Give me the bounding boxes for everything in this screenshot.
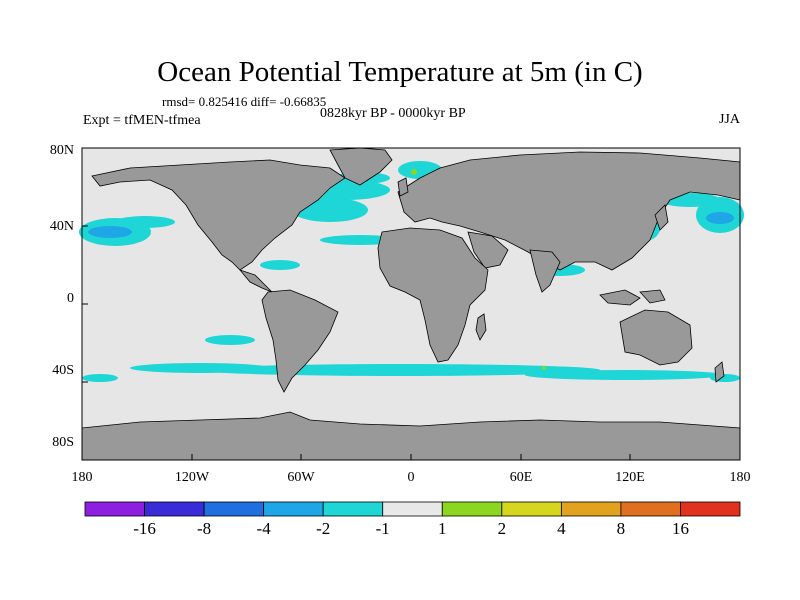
colorbar-swatch bbox=[203, 501, 265, 517]
colorbar-label: 2 bbox=[497, 519, 507, 538]
lat-label-40s: 40S bbox=[52, 363, 74, 378]
longitude-tick-labels: 180 120W 60W 0 60E 120E 180 bbox=[72, 470, 751, 485]
lon-label-120w: 120W bbox=[175, 470, 210, 485]
colorbar-swatch bbox=[144, 501, 205, 517]
colorbar-swatch bbox=[322, 501, 384, 517]
lat-label-40n: 40N bbox=[50, 219, 74, 234]
colorbar-label: 1 bbox=[438, 519, 447, 538]
chart-title: Ocean Potential Temperature at 5m (in C) bbox=[157, 56, 643, 88]
lat-label-80s: 80S bbox=[52, 435, 74, 450]
lon-label-0: 0 bbox=[408, 470, 415, 485]
colorbar bbox=[84, 501, 741, 517]
season-label: JJA bbox=[718, 112, 740, 127]
map-panel bbox=[79, 147, 744, 461]
period-label: 0828kyr BP - 0000kyr BP bbox=[320, 106, 466, 121]
cool-anomaly-regions bbox=[79, 161, 744, 382]
stats-line: rmsd= 0.825416 diff= -0.66835 bbox=[162, 94, 327, 109]
longitude-axis bbox=[81, 454, 741, 460]
latitude-tick-labels: 80N 40N 0 40S 80S bbox=[50, 143, 74, 450]
colorbar-label: -16 bbox=[133, 519, 156, 538]
colorbar-swatch bbox=[620, 501, 681, 517]
lat-label-0: 0 bbox=[67, 291, 74, 306]
colorbar-swatch bbox=[501, 501, 562, 517]
colorbar-label: -4 bbox=[256, 519, 271, 538]
stronger-cool-regions bbox=[88, 212, 734, 238]
colorbar-label: 8 bbox=[616, 519, 626, 538]
lon-label-180e: 180 bbox=[730, 470, 751, 485]
colorbar-swatch bbox=[680, 501, 741, 517]
colorbar-label: 4 bbox=[557, 519, 566, 538]
colorbar-swatch bbox=[84, 501, 145, 517]
experiment-label: Expt = tfMEN-tfmea bbox=[83, 113, 201, 128]
colorbar-label: -1 bbox=[375, 519, 390, 538]
colorbar-swatch bbox=[263, 501, 324, 517]
colorbar-label: -2 bbox=[316, 519, 331, 538]
lon-label-60e: 60E bbox=[510, 470, 533, 485]
colorbar-swatch bbox=[382, 501, 443, 517]
lon-label-180w: 180 bbox=[72, 470, 93, 485]
land-masses bbox=[81, 147, 741, 461]
colorbar-label: 16 bbox=[671, 519, 689, 538]
colorbar-label: -8 bbox=[196, 519, 212, 538]
lon-label-60w: 60W bbox=[287, 470, 315, 485]
colorbar-swatch bbox=[441, 501, 503, 517]
latitude-axis bbox=[82, 147, 88, 461]
lat-label-80n: 80N bbox=[50, 143, 74, 158]
lon-label-120e: 120E bbox=[615, 470, 645, 485]
colorbar-swatch bbox=[560, 501, 622, 517]
